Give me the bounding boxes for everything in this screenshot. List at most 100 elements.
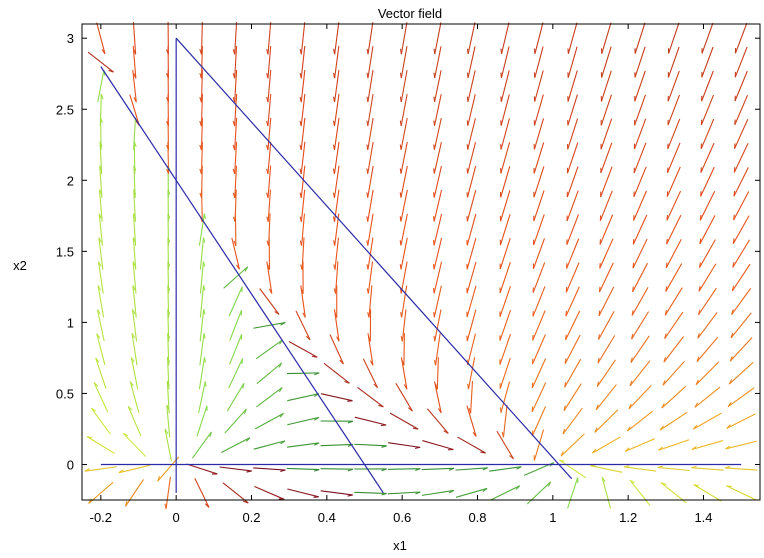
field-arrow [354,468,387,472]
field-arrow [198,357,206,390]
field-arrow [532,238,545,269]
field-arrow [399,46,408,79]
field-arrow [332,93,340,127]
field-arrow [598,310,615,340]
field-arrow [400,285,408,318]
field-arrow [634,22,646,54]
field-arrow [533,46,544,78]
field-arrow [600,46,612,78]
field-arrow [366,237,374,270]
field-arrow [299,22,306,55]
field-arrow [567,94,578,126]
field-arrow [400,309,407,342]
field-arrow [633,142,647,174]
field-arrow [196,405,208,437]
field-arrow [632,238,648,269]
field-arrow [698,263,717,292]
field-arrow [533,214,545,246]
field-arrow [320,490,353,497]
field-arrow [97,285,105,318]
field-arrow [266,22,272,55]
field-arrow [457,436,486,454]
field-arrow [700,118,715,150]
field-arrow [400,357,408,390]
field-arrow [131,333,138,366]
field-arrow [466,22,476,55]
field-arrow [596,359,616,387]
field-arrow [734,94,749,126]
field-arrow [433,46,442,79]
field-arrow [666,214,682,245]
field-arrow [468,381,474,414]
field-arrow [433,141,442,174]
field-arrow [665,263,683,292]
field-arrow [591,436,621,454]
field-arrow [130,357,139,390]
chart-title: Vector field [378,6,442,21]
field-arrow [562,407,583,435]
field-arrow [466,261,477,294]
field-arrow [697,312,718,339]
field-arrow [199,117,203,151]
field-arrow [598,262,614,293]
field-arrow [354,443,387,448]
field-arrow [366,213,374,246]
field-arrow [433,189,443,222]
field-arrow [594,409,619,433]
field-arrow [132,285,137,318]
field-arrow [533,190,545,222]
field-arrow [629,360,651,387]
field-arrow [732,239,751,268]
field-arrow [266,261,273,294]
field-arrow [466,142,477,174]
field-arrow [232,22,238,55]
field-arrow [499,214,511,246]
field-arrow [194,478,210,508]
field-arrow [567,118,579,150]
field-arrow [666,166,681,197]
field-arrow [332,117,340,151]
y-tick-label: 1.5 [56,244,74,259]
field-arrow [657,465,690,472]
x-tick-label: 0 [173,510,180,525]
field-arrow [199,285,206,318]
field-arrow [231,237,240,270]
field-arrow [434,333,441,366]
field-arrow [565,310,581,341]
x-tick-label: 1 [549,510,556,525]
field-arrow [399,261,408,294]
field-arrow [733,191,750,221]
field-arrow [389,412,419,430]
y-tick-label: 2.5 [56,102,74,117]
y-tick-label: 0 [67,457,74,472]
field-arrow [499,238,511,270]
field-arrow [333,261,339,294]
field-arrow [667,94,681,126]
field-arrow [368,309,372,342]
field-arrow [558,459,587,479]
field-arrow [433,22,442,55]
field-arrow [700,142,715,173]
x-tick-label: 0.4 [318,510,336,525]
field-arrow [600,142,613,174]
field-arrow [564,334,581,364]
field-arrow [186,463,218,475]
field-arrow [266,117,272,151]
field-arrow [229,310,243,341]
field-arrow [567,70,578,102]
field-arrow [299,165,306,198]
field-arrow [133,141,137,175]
field-arrow [399,117,408,150]
field-arrow [232,69,238,103]
field-arrow [157,456,180,482]
field-arrow [323,362,350,384]
nullcline-line [175,37,573,480]
field-arrow [628,385,652,410]
field-arrow [421,467,455,471]
field-arrow [192,431,212,459]
field-arrow [198,213,206,246]
field-arrow [199,165,203,199]
field-arrow [93,382,109,413]
x-tick-label: 1.4 [694,510,712,525]
field-arrow [224,408,247,434]
